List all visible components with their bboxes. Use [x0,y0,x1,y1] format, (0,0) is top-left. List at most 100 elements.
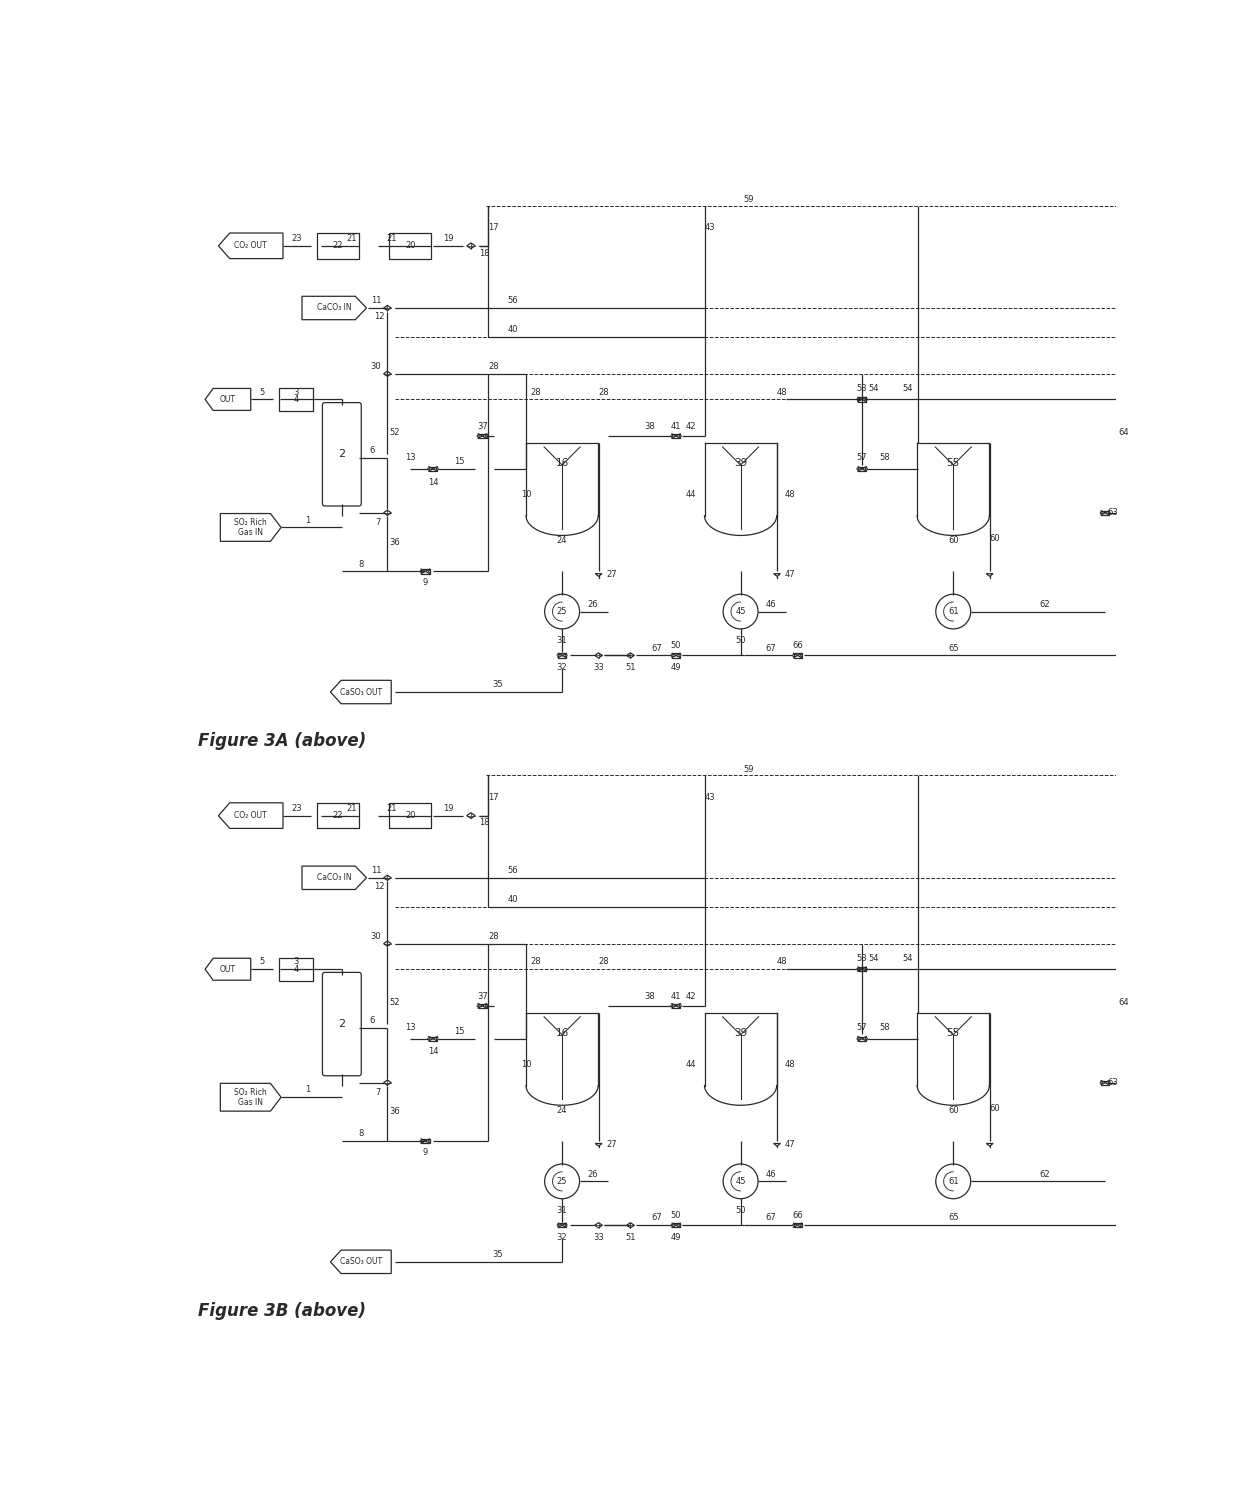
Text: 1: 1 [305,1085,310,1094]
Text: 36: 36 [389,538,401,547]
Circle shape [680,435,681,437]
Text: 33: 33 [593,1233,604,1242]
Text: 17: 17 [489,792,498,801]
Bar [672,434,681,438]
Text: 26: 26 [588,599,598,608]
Bar [389,233,432,259]
Text: 53: 53 [857,384,868,393]
Text: 3: 3 [294,957,299,966]
Circle shape [792,655,795,656]
Circle shape [557,655,559,656]
Text: 50: 50 [735,637,745,646]
Text: 35: 35 [492,680,503,689]
Bar [479,1003,486,1008]
Text: 37: 37 [477,422,487,431]
Text: 61: 61 [947,607,959,616]
Text: 48: 48 [785,490,795,499]
Circle shape [486,435,487,437]
Bar [858,466,867,471]
Text: 67: 67 [652,644,662,653]
Bar [858,967,867,972]
Circle shape [857,969,859,970]
Bar [672,1223,680,1227]
Text: 24: 24 [557,537,568,546]
Text: CO₂ OUT: CO₂ OUT [234,241,267,250]
Polygon shape [383,305,392,311]
Text: 53: 53 [857,954,868,963]
Text: 16: 16 [556,1029,569,1038]
Circle shape [436,468,438,469]
Circle shape [680,1224,681,1226]
Text: 30: 30 [371,362,382,371]
Text: 21: 21 [386,235,397,244]
Text: 47: 47 [785,1141,795,1150]
Circle shape [565,655,567,656]
Circle shape [857,1038,859,1039]
Polygon shape [383,875,392,881]
Circle shape [866,1038,867,1039]
Text: 63: 63 [1107,1078,1118,1087]
Text: 54: 54 [903,954,913,963]
Polygon shape [595,1144,601,1147]
Text: 56: 56 [507,296,518,305]
Text: 57: 57 [857,1023,868,1032]
Text: 58: 58 [879,1023,890,1032]
Circle shape [866,468,867,469]
Polygon shape [626,653,634,658]
Circle shape [565,1224,567,1226]
Text: 54: 54 [868,384,879,393]
Text: 38: 38 [644,422,655,431]
Text: 21: 21 [386,804,397,813]
Polygon shape [986,574,993,576]
Text: 22: 22 [332,241,343,250]
Text: OUT: OUT [219,395,236,404]
Text: 52: 52 [389,428,401,437]
Text: 59: 59 [743,765,754,774]
Circle shape [1109,1082,1110,1084]
Text: 19: 19 [443,235,454,244]
Polygon shape [383,510,392,516]
Text: 50: 50 [671,641,681,650]
Circle shape [671,435,673,437]
Text: 40: 40 [507,896,518,904]
Text: OUT: OUT [219,964,236,973]
Polygon shape [774,574,780,576]
Text: 31: 31 [557,1206,568,1215]
Text: 38: 38 [644,991,655,1000]
Text: 60: 60 [947,1106,959,1115]
Text: 48: 48 [777,957,787,966]
Text: 11: 11 [371,866,381,875]
Text: 49: 49 [671,1233,681,1242]
Circle shape [680,655,681,656]
Text: 41: 41 [671,422,681,431]
Text: 42: 42 [686,991,697,1000]
Text: 60: 60 [990,1103,1001,1112]
Text: 28: 28 [531,387,541,396]
Circle shape [792,1224,795,1226]
Text: 23: 23 [291,235,301,244]
Text: 59: 59 [743,196,754,205]
Text: 32: 32 [557,664,568,673]
Text: 65: 65 [947,644,959,653]
Text: 63: 63 [1107,508,1118,517]
Text: 6: 6 [370,446,374,454]
Text: 11: 11 [371,296,381,305]
Text: CO₂ OUT: CO₂ OUT [234,812,267,821]
Text: 23: 23 [291,804,301,813]
Text: 9: 9 [423,577,428,588]
Text: CaCO₃ IN: CaCO₃ IN [317,873,352,882]
Text: 32: 32 [557,1233,568,1242]
Text: 64: 64 [1118,997,1130,1006]
Text: 3: 3 [294,387,299,396]
Text: 4: 4 [294,395,299,404]
Text: CaCO₃ IN: CaCO₃ IN [317,303,352,312]
Text: 52: 52 [389,997,401,1006]
Polygon shape [774,1144,780,1147]
Text: 61: 61 [947,1177,959,1186]
Circle shape [429,570,430,573]
Text: 14: 14 [428,477,438,486]
Bar [794,1223,801,1227]
Text: 42: 42 [686,422,697,431]
Text: 67: 67 [765,644,776,653]
Circle shape [671,1005,673,1006]
